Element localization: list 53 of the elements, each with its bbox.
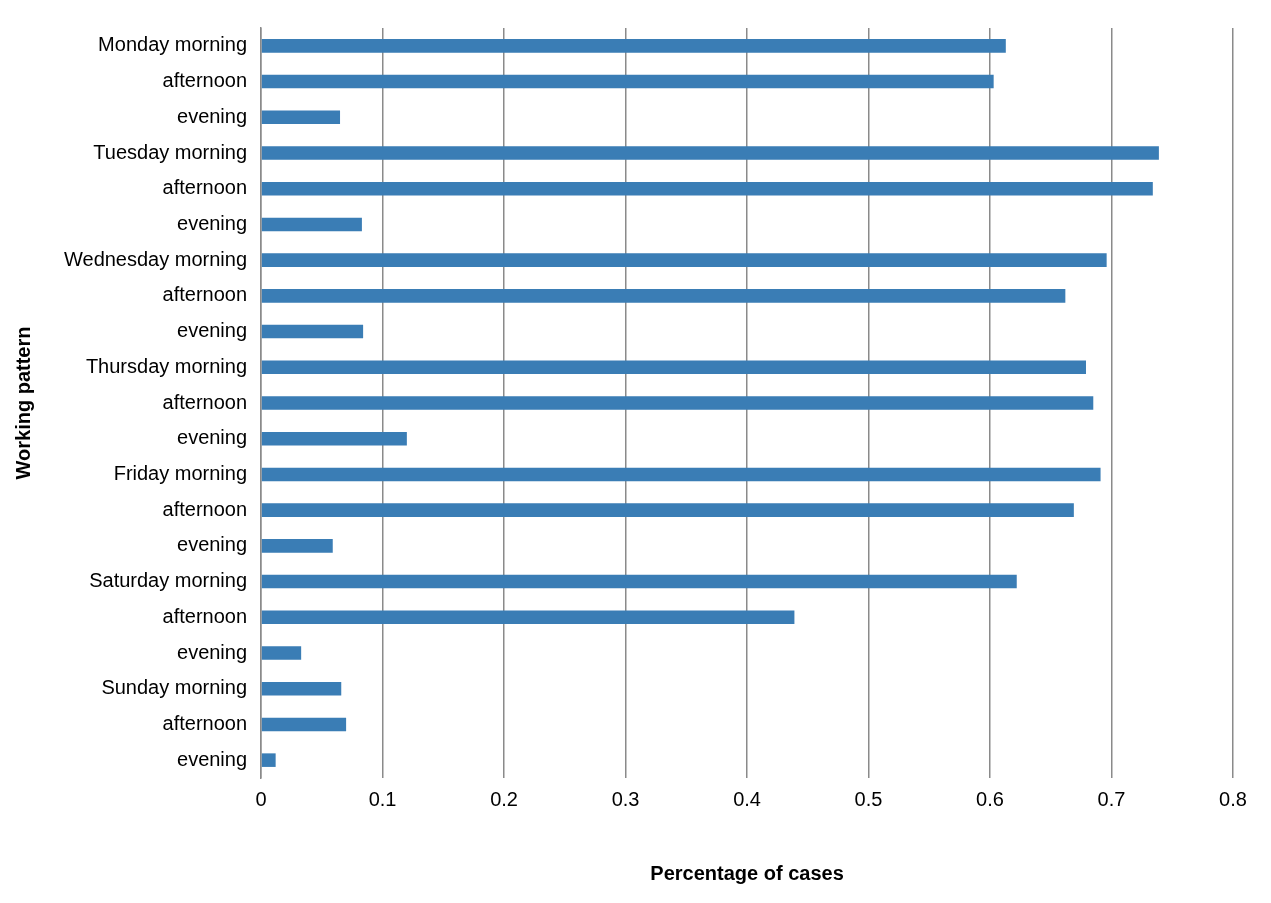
y-tick-label: evening (177, 104, 248, 127)
y-tick-label: evening (177, 211, 248, 234)
x-tick-label: 0.7 (1097, 787, 1126, 810)
bar (261, 146, 1159, 160)
x-tick-label: 0.2 (490, 787, 518, 810)
bar (261, 717, 347, 732)
bar (261, 110, 341, 125)
x-axis-title: Percentage of cases (650, 861, 844, 884)
bar (261, 574, 1017, 589)
y-tick-label: afternoon (162, 283, 248, 306)
x-tick-label: 0 (255, 787, 267, 810)
y-tick-label: afternoon (162, 604, 248, 627)
y-tick-label: afternoon (162, 497, 248, 520)
bar (261, 467, 1101, 482)
y-tick-label: evening (177, 426, 248, 449)
bar (261, 181, 1153, 196)
bar (261, 431, 407, 446)
y-tick-label: Sunday morning (101, 676, 248, 699)
y-tick-label: afternoon (162, 390, 248, 413)
bar (261, 74, 994, 89)
bar (261, 324, 364, 339)
y-tick-label: afternoon (162, 69, 248, 92)
y-tick-label: Thursday morning (85, 354, 248, 377)
x-tick-label: 0.1 (368, 787, 397, 810)
y-tick-label: evening (177, 533, 248, 556)
y-tick-label: afternoon (162, 176, 248, 199)
y-tick-label: Monday morning (98, 33, 248, 56)
y-tick-label: Saturday morning (89, 569, 248, 592)
y-tick-label: Wednesday morning (63, 247, 248, 270)
bar (261, 646, 302, 660)
bar (261, 539, 333, 553)
bar (261, 681, 342, 696)
x-tick-label: 0.3 (611, 787, 640, 810)
bar (261, 253, 1107, 267)
bar (261, 39, 1006, 53)
bar (261, 610, 795, 625)
y-tick-label: Friday morning (113, 461, 248, 484)
y-tick-label: evening (177, 747, 248, 770)
bar (261, 217, 362, 232)
x-tick-label: 0.8 (1219, 787, 1247, 810)
y-tick-label: Tuesday morning (93, 140, 248, 163)
y-tick-label: afternoon (162, 711, 248, 734)
bar (261, 360, 1086, 375)
bar (261, 753, 276, 767)
x-tick-label: 0.5 (854, 787, 883, 810)
bar (261, 289, 1066, 303)
x-tick-label: 0.6 (976, 787, 1004, 810)
y-tick-label: evening (177, 640, 248, 663)
bar (261, 503, 1074, 517)
x-tick-label: 0.4 (733, 787, 761, 810)
y-tick-label: evening (177, 319, 248, 342)
y-axis-title: Working pattern (11, 326, 34, 480)
bar (261, 396, 1094, 410)
